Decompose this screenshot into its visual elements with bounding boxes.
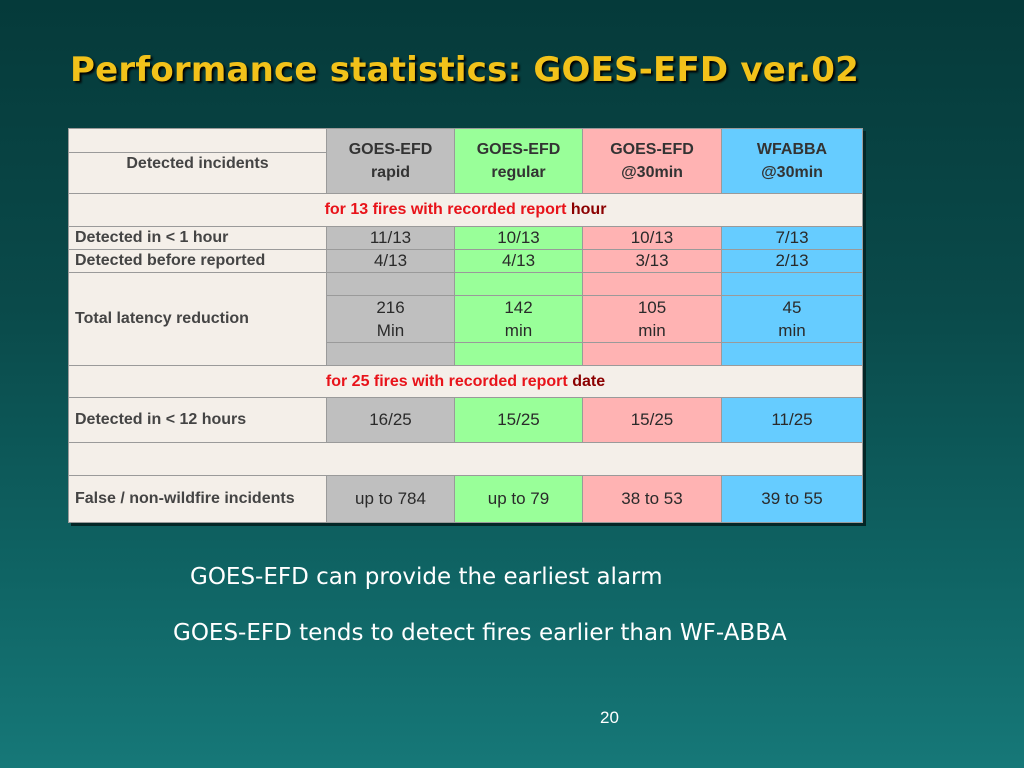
note-earliest-alarm: GOES-EFD can provide the earliest alarm (190, 564, 663, 590)
page-number: 20 (600, 708, 619, 727)
latency-unit: Min (376, 321, 405, 340)
cell-12hours-rapid: 16/25 (326, 397, 455, 443)
cell-1hour-regular: 10/13 (454, 226, 583, 250)
cell-latency-30min: 105 min (582, 295, 722, 343)
section-hour-unit: hour (570, 201, 607, 218)
header-goes-efd-rapid: GOES-EFD rapid (326, 128, 455, 194)
note-earlier-than-wfabba: GOES-EFD tends to detect fires earlier t… (173, 620, 787, 646)
latency-unit: min (778, 321, 806, 340)
performance-table: GOES-EFD rapid GOES-EFD regular GOES-EFD… (68, 128, 863, 523)
cell-before-wfabba: 2/13 (721, 249, 863, 273)
header-line2: @30min (761, 164, 823, 181)
cell-12hours-30min: 15/25 (582, 397, 722, 443)
section-hour: for 13 fires with recorded report hour (68, 193, 863, 227)
cell-before-regular: 4/13 (454, 249, 583, 273)
header-line2: rapid (370, 164, 411, 181)
latency-value: 142 (504, 298, 533, 317)
section-date-text: for 25 fires with recorded report (325, 372, 568, 390)
corner-label: Detected incidents (68, 152, 327, 194)
section-date: for 25 fires with recorded report date (68, 365, 863, 398)
row-label-latency: Total latency reduction (68, 272, 327, 366)
cell-12hours-regular: 15/25 (454, 397, 583, 443)
latency-value: 105 (637, 298, 667, 317)
slide-title: Performance statistics: GOES-EFD ver.02 (70, 50, 859, 90)
cell-false-30min: 38 to 53 (582, 475, 722, 523)
cell-latency-rapid: 216 Min (326, 295, 455, 343)
spacer-cell (721, 342, 863, 366)
header-line1: GOES-EFD (476, 141, 561, 158)
cell-false-regular: up to 79 (454, 475, 583, 523)
header-line1: GOES-EFD (610, 141, 694, 158)
latency-value: 45 (782, 298, 802, 317)
spacer-cell (326, 272, 455, 296)
header-line2: regular (491, 164, 546, 181)
cell-before-rapid: 4/13 (326, 249, 455, 273)
section-hour-text: for 13 fires with recorded report (324, 201, 567, 218)
spacer-cell (326, 342, 455, 366)
spacer-cell (454, 272, 583, 296)
cell-false-rapid: up to 784 (326, 475, 455, 523)
cell-latency-regular: 142 min (454, 295, 583, 343)
header-wfabba-30min: WFABBA @30min (721, 128, 863, 194)
blank-row (68, 442, 863, 476)
spacer-cell (454, 342, 583, 366)
latency-value: 216 (376, 298, 405, 317)
cell-latency-wfabba: 45 min (721, 295, 863, 343)
cell-12hours-wfabba: 11/25 (721, 397, 863, 443)
row-label-before-reported: Detected before reported (68, 249, 327, 273)
spacer-cell (721, 272, 863, 296)
row-label-1hour: Detected in < 1 hour (68, 226, 327, 250)
header-goes-efd-30min: GOES-EFD @30min (582, 128, 722, 194)
header-goes-efd-regular: GOES-EFD regular (454, 128, 583, 194)
header-line1: GOES-EFD (348, 141, 433, 158)
cell-1hour-30min: 10/13 (582, 226, 722, 250)
header-line1: WFABBA (756, 141, 828, 158)
spacer-cell (582, 342, 722, 366)
header-line2: @30min (621, 164, 683, 181)
cell-1hour-wfabba: 7/13 (721, 226, 863, 250)
latency-unit: min (638, 321, 666, 340)
cell-false-wfabba: 39 to 55 (721, 475, 863, 523)
row-label-12hours: Detected in < 12 hours (68, 397, 327, 443)
corner-top-cell (68, 128, 327, 153)
row-label-false: False / non-wildfire incidents (68, 475, 327, 523)
cell-before-30min: 3/13 (582, 249, 722, 273)
section-date-unit: date (572, 372, 606, 390)
latency-unit: min (504, 321, 533, 340)
cell-1hour-rapid: 11/13 (326, 226, 455, 250)
spacer-cell (582, 272, 722, 296)
